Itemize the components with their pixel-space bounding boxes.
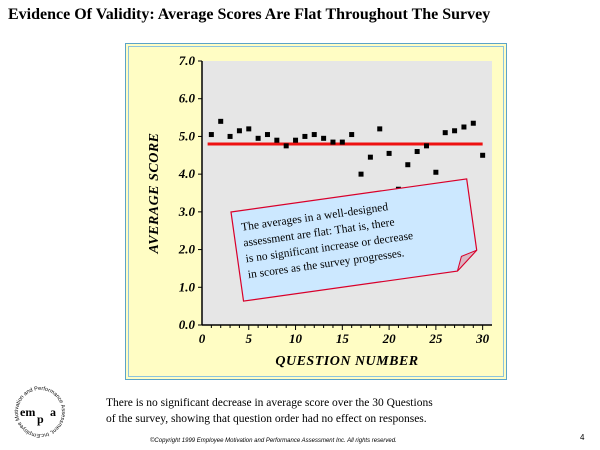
page-number: 4 <box>580 433 585 442</box>
scatter-chart: 0.0 1.0 2.0 3.0 4.0 5.0 6.0 7.0 0 5 10 15 20 25 30 QUE… <box>147 53 492 369</box>
data-point <box>227 133 233 139</box>
data-point <box>311 132 317 138</box>
chart-frame: 0.0 1.0 2.0 3.0 4.0 5.0 6.0 7.0 0 5 10 15 20 25 30 QUE… <box>125 43 507 380</box>
data-point <box>414 149 420 155</box>
data-point <box>377 126 383 132</box>
x-tick-label: 10 <box>289 331 303 346</box>
y-tick-label: 1.0 <box>179 279 196 294</box>
x-tick-label: 20 <box>382 331 397 346</box>
data-point <box>255 135 261 141</box>
data-point <box>358 171 364 177</box>
empa-logo: Employee Motivation and Performance Asse… <box>4 378 76 449</box>
data-point <box>461 124 467 130</box>
y-tick-label: 3.0 <box>178 204 196 219</box>
y-tick-label: 6.0 <box>179 91 196 106</box>
caption-line-1: There is no significant decrease in aver… <box>106 397 433 409</box>
y-tick-label: 7.0 <box>179 53 196 68</box>
caption: There is no significant decrease in aver… <box>106 395 546 427</box>
y-tick-label: 0.0 <box>179 317 196 332</box>
data-point <box>470 120 476 126</box>
data-point <box>293 137 299 143</box>
data-point <box>480 152 486 158</box>
data-point <box>236 128 242 134</box>
y-tick-label: 5.0 <box>179 128 196 143</box>
data-point <box>321 135 327 141</box>
data-point <box>386 150 392 156</box>
data-point <box>208 132 214 138</box>
data-point <box>367 154 373 160</box>
data-point <box>452 128 458 134</box>
copyright-notice: ©Copyright 1999 Employee Motivation and … <box>150 438 397 444</box>
data-point <box>246 126 252 132</box>
x-axis-title: QUESTION NUMBER <box>275 354 418 369</box>
callout-page-curl <box>456 249 478 272</box>
data-point <box>442 130 448 136</box>
x-tick-label: 25 <box>428 331 443 346</box>
data-point <box>283 143 289 149</box>
logo-letter-p: p <box>37 412 44 426</box>
y-axis-title: AVERAGE SCORE <box>147 132 162 254</box>
y-tick-label: 2.0 <box>178 242 196 257</box>
logo-letters-left: em <box>20 405 35 419</box>
data-point <box>349 132 355 138</box>
x-tick-label: 5 <box>246 331 253 346</box>
x-tick-label: 30 <box>475 331 490 346</box>
x-tick-label: 15 <box>336 331 350 346</box>
data-point <box>330 139 336 145</box>
data-point <box>264 132 270 138</box>
annotation-callout: The averages in a well-designed assessme… <box>230 178 478 302</box>
data-point <box>424 143 430 149</box>
data-point <box>218 118 224 124</box>
slide-title: Evidence Of Validity: Average Scores Are… <box>8 6 491 23</box>
data-point <box>339 139 345 145</box>
logo-letters-right: a <box>50 405 56 419</box>
x-tick-label: 0 <box>199 331 206 346</box>
y-tick-label: 4.0 <box>178 166 196 181</box>
data-point <box>433 169 439 175</box>
data-point <box>405 162 411 168</box>
caption-line-2: of the survey, showing that question ord… <box>106 413 427 425</box>
data-point <box>302 133 308 139</box>
data-point <box>274 137 280 143</box>
